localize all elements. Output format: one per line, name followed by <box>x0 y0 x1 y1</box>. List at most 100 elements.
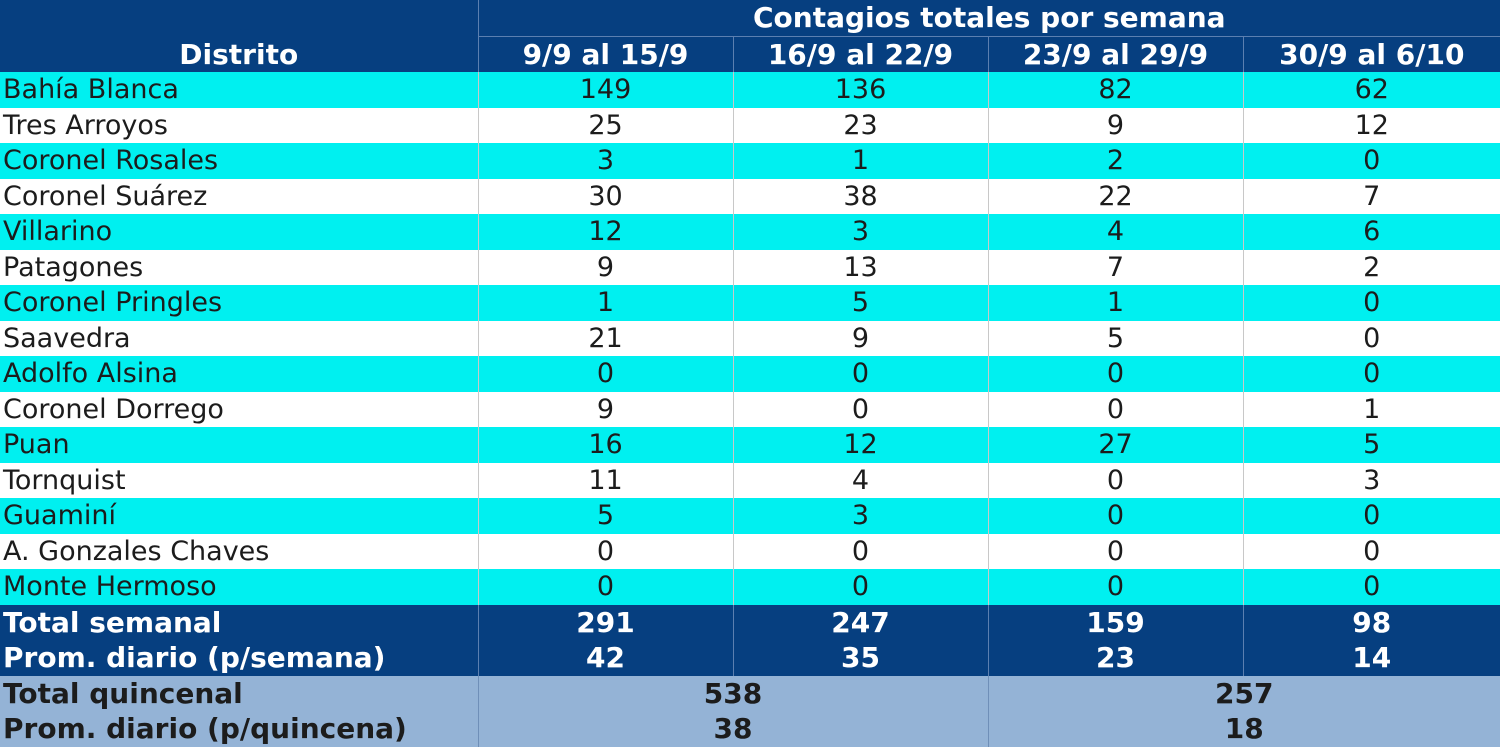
value-cell: 7 <box>1242 178 1500 214</box>
value-cell: 9 <box>477 391 733 427</box>
biweekly-total-cell: 538 <box>477 675 988 711</box>
table-row: Coronel Rosales 3 1 2 0 <box>0 143 1500 179</box>
value-cell: 3 <box>732 214 988 250</box>
value-cell: 13 <box>732 249 988 285</box>
table-row: Coronel Dorrego 9 0 0 1 <box>0 391 1500 427</box>
value-cell: 0 <box>987 391 1243 427</box>
row-label: Prom. diario (p/quincena) <box>0 711 478 747</box>
district-name: Guaminí <box>0 498 478 534</box>
district-name: Bahía Blanca <box>0 72 478 108</box>
district-name: Puan <box>0 427 478 463</box>
district-name: Coronel Dorrego <box>0 391 478 427</box>
value-cell: 12 <box>477 214 733 250</box>
value-cell: 9 <box>987 107 1243 143</box>
value-cell: 2 <box>987 143 1243 179</box>
value-cell: 12 <box>1242 107 1500 143</box>
value-cell: 0 <box>732 356 988 392</box>
average-cell: 23 <box>987 640 1243 676</box>
value-cell: 0 <box>1242 320 1500 356</box>
value-cell: 5 <box>1242 427 1500 463</box>
value-cell: 0 <box>1242 285 1500 321</box>
value-cell: 3 <box>1242 462 1500 498</box>
value-cell: 0 <box>1242 498 1500 534</box>
table-row: Tres Arroyos 25 23 9 12 <box>0 107 1500 143</box>
week-header: 23/9 al 29/9 <box>987 36 1243 72</box>
value-cell: 1 <box>1242 391 1500 427</box>
table-row: Coronel Pringles 1 5 1 0 <box>0 285 1500 321</box>
row-label: Total quincenal <box>0 675 478 711</box>
week-header: 30/9 al 6/10 <box>1242 36 1500 72</box>
table-row: Adolfo Alsina 0 0 0 0 <box>0 356 1500 392</box>
average-cell: 35 <box>732 640 988 676</box>
table-row: Bahía Blanca 149 136 82 62 <box>0 72 1500 108</box>
value-cell: 0 <box>1242 569 1500 605</box>
value-cell: 1 <box>987 285 1243 321</box>
average-cell: 14 <box>1242 640 1500 676</box>
district-name: Tornquist <box>0 462 478 498</box>
value-cell: 23 <box>732 107 988 143</box>
value-cell: 0 <box>987 498 1243 534</box>
district-name: Tres Arroyos <box>0 107 478 143</box>
value-cell: 30 <box>477 178 733 214</box>
table-row: Monte Hermoso 0 0 0 0 <box>0 569 1500 605</box>
value-cell: 2 <box>1242 249 1500 285</box>
total-cell: 98 <box>1242 604 1500 640</box>
value-cell: 1 <box>732 143 988 179</box>
value-cell: 11 <box>477 462 733 498</box>
row-label: Total semanal <box>0 604 478 640</box>
district-name: Saavedra <box>0 320 478 356</box>
total-cell: 159 <box>987 604 1243 640</box>
weekly-total-row: Total semanal 291 247 159 98 <box>0 604 1500 640</box>
value-cell: 0 <box>987 569 1243 605</box>
value-cell: 1 <box>477 285 733 321</box>
value-cell: 0 <box>477 533 733 569</box>
value-cell: 3 <box>477 143 733 179</box>
value-cell: 0 <box>732 391 988 427</box>
biweekly-average-cell: 18 <box>987 711 1500 747</box>
value-cell: 0 <box>987 533 1243 569</box>
district-name: Patagones <box>0 249 478 285</box>
value-cell: 6 <box>1242 214 1500 250</box>
row-label: Prom. diario (p/semana) <box>0 640 478 676</box>
district-header: Distrito <box>0 0 478 72</box>
district-name: Monte Hermoso <box>0 569 478 605</box>
week-header: 9/9 al 15/9 <box>477 36 733 72</box>
value-cell: 0 <box>732 569 988 605</box>
weekly-group-header: Contagios totales por semana <box>477 0 1500 37</box>
district-name: Coronel Suárez <box>0 178 478 214</box>
value-cell: 0 <box>477 356 733 392</box>
value-cell: 0 <box>1242 533 1500 569</box>
value-cell: 0 <box>1242 143 1500 179</box>
table-row: Tornquist 11 4 0 3 <box>0 462 1500 498</box>
total-cell: 291 <box>477 604 733 640</box>
value-cell: 0 <box>732 533 988 569</box>
table-row: A. Gonzales Chaves 0 0 0 0 <box>0 533 1500 569</box>
value-cell: 0 <box>987 356 1243 392</box>
value-cell: 7 <box>987 249 1243 285</box>
biweekly-average-row: Prom. diario (p/quincena) 38 18 <box>0 711 1500 747</box>
value-cell: 5 <box>732 285 988 321</box>
week-header: 16/9 al 22/9 <box>732 36 988 72</box>
biweekly-total-row: Total quincenal 538 257 <box>0 675 1500 711</box>
total-cell: 247 <box>732 604 988 640</box>
district-name: Villarino <box>0 214 478 250</box>
biweekly-total-cell: 257 <box>987 675 1500 711</box>
value-cell: 82 <box>987 72 1243 108</box>
table-row: Patagones 9 13 7 2 <box>0 249 1500 285</box>
value-cell: 9 <box>732 320 988 356</box>
table-row: Puan 16 12 27 5 <box>0 427 1500 463</box>
value-cell: 27 <box>987 427 1243 463</box>
average-cell: 42 <box>477 640 733 676</box>
table-row: Saavedra 21 9 5 0 <box>0 320 1500 356</box>
value-cell: 16 <box>477 427 733 463</box>
table-row: Villarino 12 3 4 6 <box>0 214 1500 250</box>
value-cell: 0 <box>987 462 1243 498</box>
value-cell: 38 <box>732 178 988 214</box>
district-name: Coronel Pringles <box>0 285 478 321</box>
value-cell: 5 <box>987 320 1243 356</box>
value-cell: 0 <box>1242 356 1500 392</box>
district-name: Adolfo Alsina <box>0 356 478 392</box>
value-cell: 9 <box>477 249 733 285</box>
table-row: Guaminí 5 3 0 0 <box>0 498 1500 534</box>
